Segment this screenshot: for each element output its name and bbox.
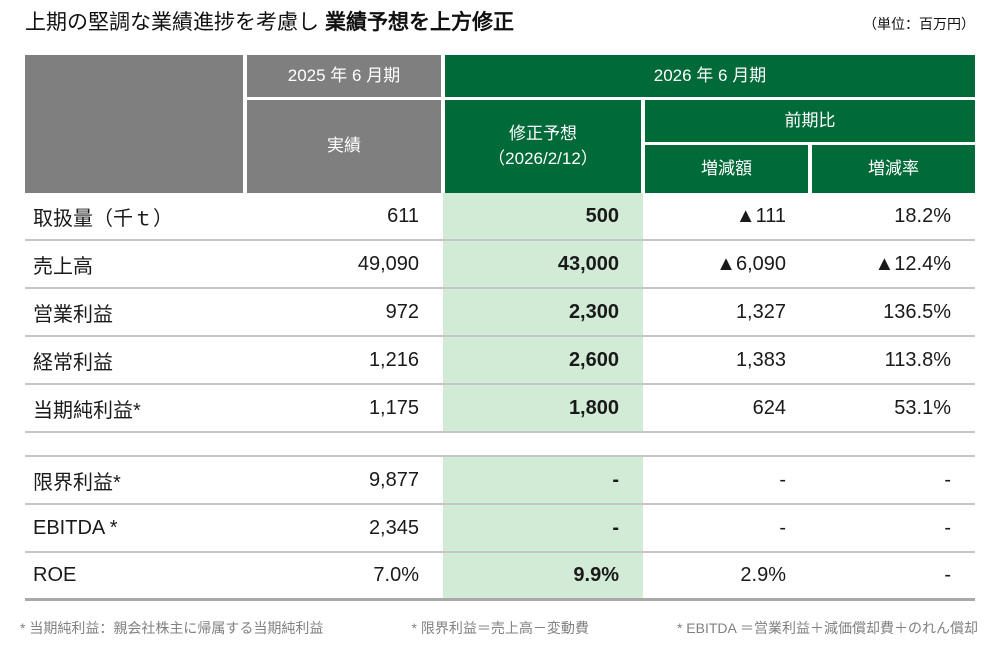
- unit-label: （単位：百万円）: [863, 16, 975, 33]
- footnote-marginal-profit: * 限界利益＝売上高－変動費: [411, 620, 589, 636]
- table-row-ebitda: EBITDA * 2,345 - - -: [25, 505, 975, 553]
- change-amount-value: 1,327: [735, 300, 786, 323]
- row-label: 当期純利益*: [33, 399, 141, 422]
- header-fy2026: 2026 年 6 月期: [445, 55, 975, 97]
- table-row-sales: 売上高 49,090 43,000 ▲6,090 ▲12.4%: [25, 241, 975, 289]
- actual-value: 9,877: [368, 468, 419, 491]
- header-revised-forecast: 修正予想 （2026/2/12）: [445, 100, 641, 193]
- row-label: ROE: [33, 564, 77, 586]
- actual-value: 972: [385, 300, 419, 323]
- header-revised-line2: （2026/2/12）: [488, 148, 598, 168]
- header-fy2025: 2025 年 6 月期: [247, 55, 441, 97]
- results-table: 2025 年 6 月期 2026 年 6 月期 実績 修正予想 （2026/2/…: [25, 55, 975, 601]
- header-actual: 実績: [247, 100, 441, 193]
- change-amount-value: 624: [752, 396, 786, 419]
- footnotes: * 当期純利益：親会社株主に帰属する当期純利益 * 限界利益＝売上高－変動費 *…: [20, 618, 978, 638]
- forecast-value: 43,000: [443, 241, 643, 287]
- forecast-value: -: [443, 505, 643, 551]
- change-rate-value: 113.8%: [884, 348, 951, 371]
- actual-value: 49,090: [357, 252, 419, 275]
- actual-value: 7.0%: [373, 564, 419, 586]
- row-label: 経常利益: [33, 351, 113, 374]
- forecast-value: 9.9%: [443, 553, 643, 598]
- forecast-value: 2,300: [443, 289, 643, 335]
- actual-value: 1,175: [368, 396, 419, 419]
- change-rate-value: 18.2%: [894, 204, 951, 227]
- footnote-ebitda: * EBITDA ＝営業利益＋減価償却費＋のれん償却: [676, 620, 978, 636]
- table-row-net-income: 当期純利益* 1,175 1,800 624 53.1%: [25, 385, 975, 433]
- row-label: 売上高: [33, 255, 93, 278]
- title-row: 上期の堅調な業績進捗を考慮し 業績予想を上方修正 （単位：百万円）: [25, 8, 975, 37]
- change-amount-value: ▲111: [735, 204, 786, 227]
- change-amount-value: 1,383: [735, 348, 786, 371]
- change-amount-value: -: [779, 516, 786, 539]
- actual-value: 611: [387, 204, 419, 227]
- page-title-emphasis: 業績予想を上方修正: [325, 11, 514, 34]
- forecast-value: 500: [443, 193, 643, 239]
- change-rate-value: ▲12.4%: [874, 252, 951, 275]
- change-rate-value: 136.5%: [883, 300, 951, 323]
- header-change-rate: 増減率: [812, 145, 975, 193]
- change-amount-value: -: [779, 468, 786, 491]
- change-amount-value: 2.9%: [740, 564, 786, 586]
- forecast-value: -: [443, 457, 643, 503]
- change-rate-value: -: [944, 564, 951, 586]
- forecast-value: 1,800: [443, 385, 643, 431]
- row-label: EBITDA *: [33, 516, 118, 539]
- table-row-marginal-profit: 限界利益* 9,877 - - -: [25, 457, 975, 505]
- change-rate-value: -: [944, 468, 951, 491]
- actual-value: 2,345: [368, 516, 419, 539]
- footnote-net-income: * 当期純利益：親会社株主に帰属する当期純利益: [20, 620, 324, 636]
- header-yoy: 前期比: [645, 100, 975, 142]
- actual-value: 1,216: [368, 348, 419, 371]
- table-body: 取扱量（千ｔ） 611 500 ▲111 18.2% 売上高 49,090 43…: [25, 193, 975, 601]
- table-row-ordinary-income: 経常利益 1,216 2,600 1,383 113.8%: [25, 337, 975, 385]
- header-empty-cell: [25, 55, 243, 193]
- table-row-volume: 取扱量（千ｔ） 611 500 ▲111 18.2%: [25, 193, 975, 241]
- table-header: 2025 年 6 月期 2026 年 6 月期 実績 修正予想 （2026/2/…: [25, 55, 975, 193]
- change-rate-value: -: [944, 516, 951, 539]
- table-row-operating-income: 営業利益 972 2,300 1,327 136.5%: [25, 289, 975, 337]
- section-gap: [25, 433, 975, 457]
- row-label: 限界利益*: [33, 471, 121, 494]
- page-title: 上期の堅調な業績進捗を考慮し 業績予想を上方修正: [25, 8, 514, 37]
- change-amount-value: ▲6,090: [716, 252, 786, 275]
- row-label: 取扱量（千ｔ）: [33, 207, 173, 230]
- header-change-amount: 増減額: [645, 145, 808, 193]
- row-label: 営業利益: [33, 303, 113, 326]
- table-row-roe: ROE 7.0% 9.9% 2.9% -: [25, 553, 975, 601]
- change-rate-value: 53.1%: [894, 396, 951, 419]
- forecast-value: 2,600: [443, 337, 643, 383]
- header-revised-line1: 修正予想: [509, 123, 577, 143]
- page-title-lead: 上期の堅調な業績進捗を考慮し: [25, 11, 319, 34]
